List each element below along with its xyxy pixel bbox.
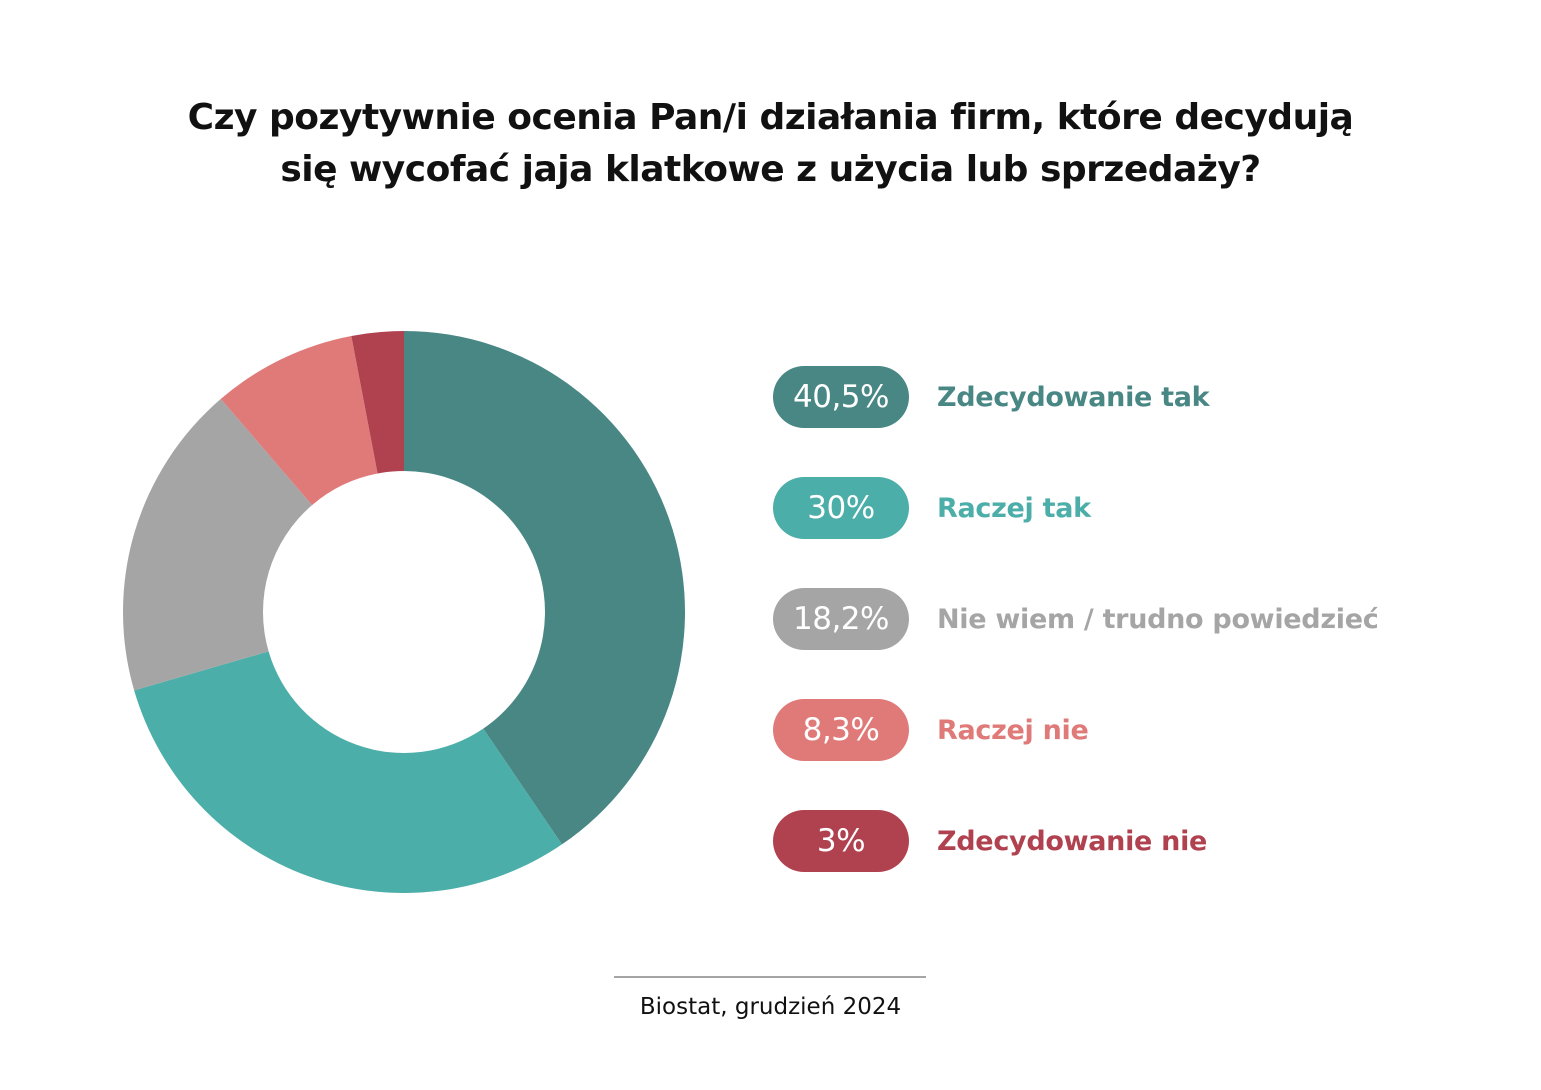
legend-pill-value: 18,2% [773,588,909,650]
source-divider [614,976,926,978]
source-note: Biostat, grudzień 2024 [639,994,902,1020]
chart-title-line-1: Czy pozytywnie ocenia Pan/i działania fi… [187,97,1354,138]
donut-slice-nie-wiem-trudno-powiedzieć [122,398,313,691]
chart-title: Czy pozytywnie ocenia Pan/i działania fi… [0,92,1541,196]
legend-label: Zdecydowanie nie [937,825,1208,857]
legend-item-nie-wiem: 18,2% Nie wiem / trudno powiedzieć [773,588,1379,650]
donut-slice-zdecydowanie-nie [351,331,404,474]
donut-slice-raczej-nie [220,335,378,506]
legend-item-raczej-tak: 30% Raczej tak [773,477,1091,539]
donut-chart [122,331,685,894]
donut-slice-zdecydowanie-tak [404,331,685,845]
legend-item-zdecydowanie-nie: 3% Zdecydowanie nie [773,810,1207,872]
legend-pill-value: 30% [773,477,909,539]
legend-pill-value: 3% [773,810,909,872]
legend-label: Nie wiem / trudno powiedzieć [937,603,1379,635]
chart-title-line-2: się wycofać jaja klatkowe z użycia lub s… [280,149,1261,190]
legend-item-raczej-nie: 8,3% Raczej nie [773,699,1089,761]
legend-label: Raczej tak [937,492,1091,524]
legend-pill-value: 40,5% [773,366,909,428]
donut-slice-raczej-tak [134,651,562,894]
legend-label: Zdecydowanie tak [937,381,1210,413]
legend-pill-value: 8,3% [773,699,909,761]
legend-item-zdecydowanie-tak: 40,5% Zdecydowanie tak [773,366,1210,428]
legend-label: Raczej nie [937,714,1089,746]
